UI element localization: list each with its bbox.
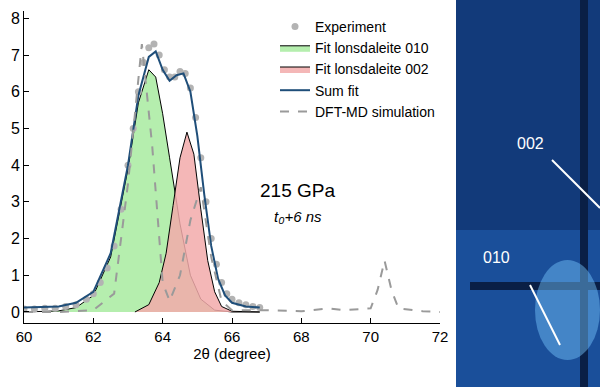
svg-text:215 GPa: 215 GPa (260, 180, 335, 201)
svg-text:60: 60 (16, 328, 33, 345)
svg-text:8: 8 (11, 10, 20, 27)
svg-text:70: 70 (362, 328, 379, 345)
svg-text:t₀+6 ns: t₀+6 ns (274, 208, 322, 225)
svg-text:72: 72 (432, 328, 449, 345)
svg-text:68: 68 (293, 328, 310, 345)
svg-text:2: 2 (11, 230, 20, 247)
svg-text:010: 010 (483, 249, 510, 266)
svg-text:002: 002 (517, 135, 544, 152)
svg-text:Fit lonsdaleite 002: Fit lonsdaleite 002 (315, 61, 429, 77)
svg-text:0: 0 (11, 304, 20, 321)
svg-text:3: 3 (11, 193, 20, 210)
svg-text:1: 1 (11, 267, 20, 284)
svg-text:Fit lonsdaleite 010: Fit lonsdaleite 010 (315, 40, 429, 56)
svg-text:Sum fit: Sum fit (315, 83, 359, 99)
svg-text:64: 64 (154, 328, 171, 345)
svg-text:5: 5 (11, 120, 20, 137)
svg-text:Experiment: Experiment (315, 19, 386, 35)
svg-text:2θ (degree): 2θ (degree) (193, 345, 271, 362)
svg-text:66: 66 (224, 328, 241, 345)
svg-text:DFT-MD simulation: DFT-MD simulation (315, 104, 435, 120)
svg-text:6: 6 (11, 83, 20, 100)
svg-text:7: 7 (11, 47, 20, 64)
svg-text:62: 62 (85, 328, 102, 345)
svg-text:4: 4 (11, 157, 20, 174)
